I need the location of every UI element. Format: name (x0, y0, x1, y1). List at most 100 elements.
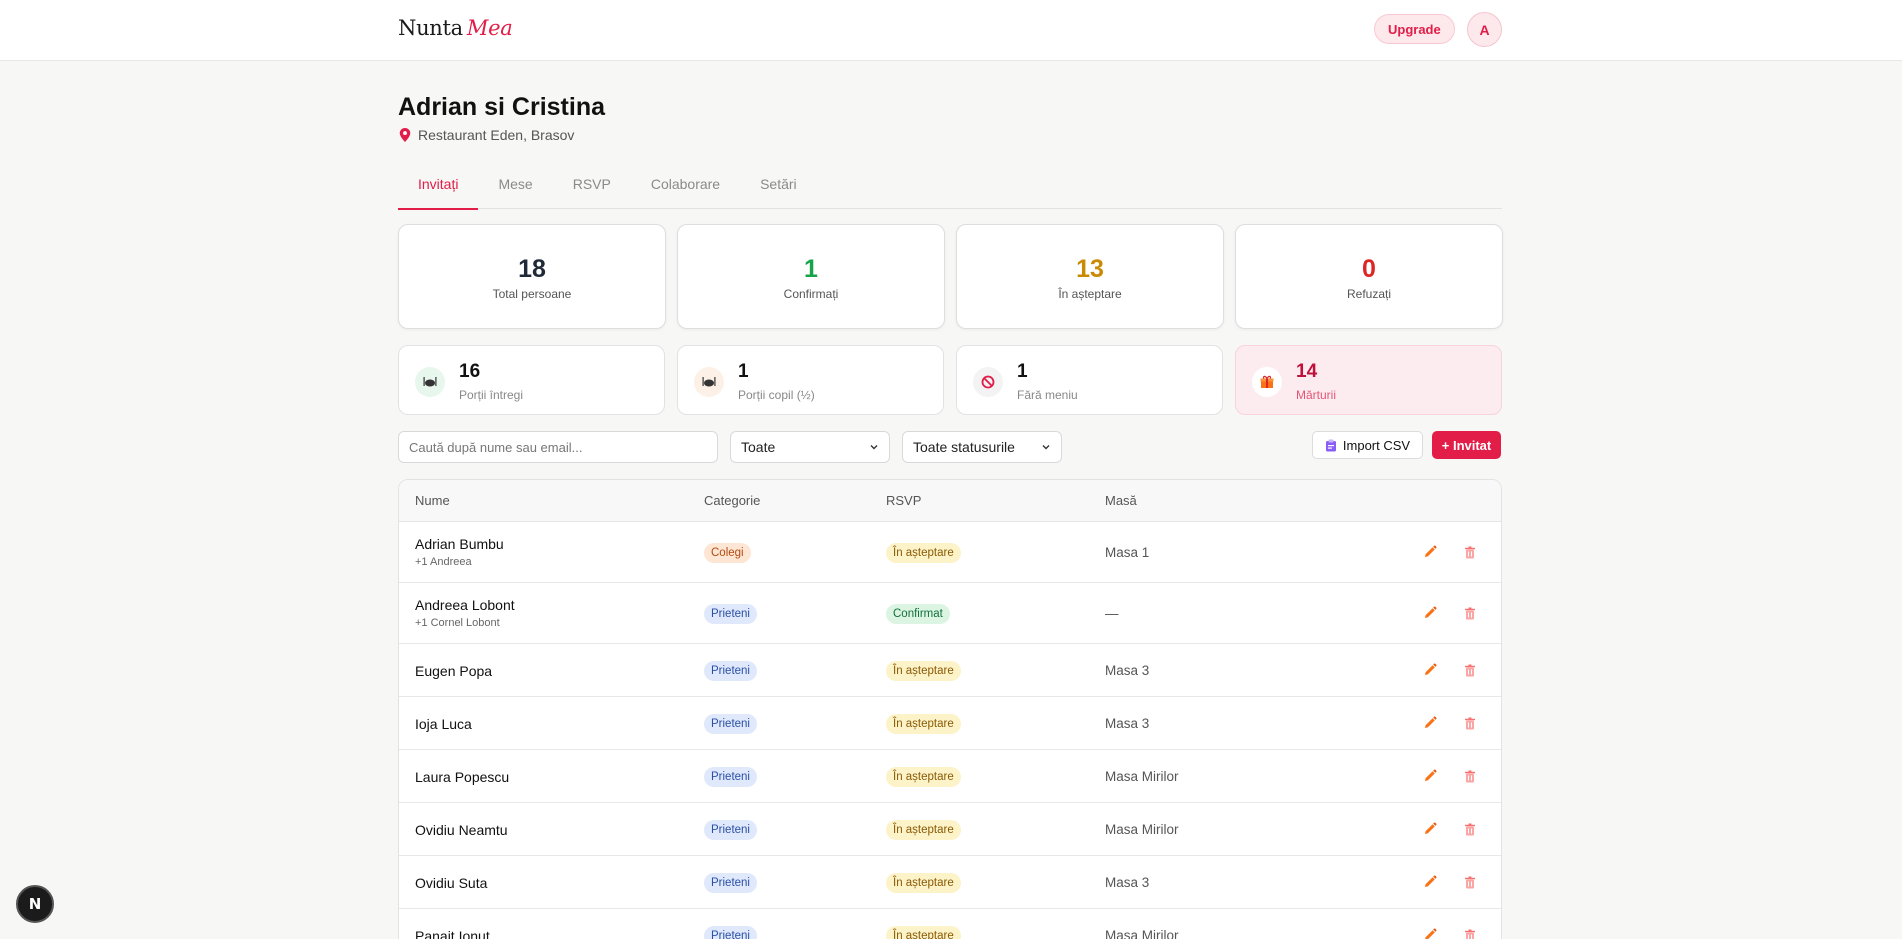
stat-pending: 13 În așteptare (956, 224, 1224, 329)
portions-full-card: 16 Porții întregi (398, 345, 665, 415)
rsvp-status-badge: În așteptare (886, 660, 961, 681)
category-badge: Prieteni (704, 872, 757, 893)
table-row[interactable]: Ovidiu Neamtu Prieteni În așteptare Masa Mi… (399, 803, 1501, 856)
table-assignment: — (1105, 605, 1119, 621)
rsvp-status-badge: Confirmat (886, 603, 950, 624)
import-csv-button[interactable]: Import CSV (1312, 431, 1423, 459)
table-row[interactable]: Andreea Lobont +1 Cornel Lobont Prieteni Co… (399, 583, 1501, 644)
top-bar: Nunta Mea Upgrade A (0, 0, 1902, 61)
chevron-down-icon (1042, 445, 1050, 450)
table-assignment: Masa 1 (1105, 544, 1150, 560)
stat-value: 1 (804, 255, 818, 283)
next-dev-indicator[interactable]: N (16, 885, 54, 923)
edit-icon[interactable] (1423, 545, 1437, 559)
tab-rsvp[interactable]: RSVP (572, 176, 611, 192)
tab-bar: Invitați Mese RSVP Colaborare Setări (398, 172, 1502, 210)
no-menu-label: Fără meniu (1017, 388, 1078, 402)
logo-main: Nunta (398, 16, 463, 40)
stat-label: Confirmați (783, 287, 839, 301)
portions-full-value: 16 (459, 361, 481, 382)
edit-icon[interactable] (1423, 769, 1437, 783)
guest-plus-one: +1 Cornel Lobont (415, 617, 500, 629)
search-input[interactable] (398, 431, 718, 463)
table-row[interactable]: Ovidiu Suta Prieteni În așteptare Masa 3 (399, 856, 1501, 909)
rsvp-status-badge: În așteptare (886, 925, 961, 939)
stat-value: 0 (1362, 255, 1376, 283)
chevron-down-icon (870, 445, 878, 450)
header-table: Masă (1105, 493, 1137, 508)
edit-icon[interactable] (1423, 875, 1437, 889)
trash-icon[interactable] (1464, 823, 1476, 836)
add-guest-button[interactable]: + Invitat (1432, 431, 1501, 459)
app-logo[interactable]: Nunta Mea (398, 16, 513, 40)
trash-icon[interactable] (1464, 770, 1476, 783)
trash-icon[interactable] (1464, 546, 1476, 559)
stat-declined: 0 Refuzați (1235, 224, 1503, 329)
category-badge: Prieteni (704, 766, 757, 787)
favors-label: Mărturii (1296, 388, 1337, 402)
tab-setari[interactable]: Setări (760, 176, 797, 192)
stat-confirmed: 1 Confirmați (677, 224, 945, 329)
status-select[interactable]: Toate statusurile (902, 431, 1062, 463)
plate-icon (415, 367, 445, 397)
table-row[interactable]: Laura Popescu Prieteni În așteptare Masa Mi… (399, 750, 1501, 803)
favors-card: 14 Mărturii (1235, 345, 1502, 415)
table-body: Adrian Bumbu +1 Andreea Colegi În așteptare… (399, 522, 1501, 939)
map-pin-icon (399, 128, 411, 142)
trash-icon[interactable] (1464, 717, 1476, 730)
import-csv-label: Import CSV (1342, 437, 1411, 453)
edit-icon[interactable] (1423, 663, 1437, 677)
rsvp-status-badge: În așteptare (886, 872, 961, 893)
guest-plus-one: +1 Andreea (415, 556, 472, 568)
location-text: Restaurant Eden, Brasov (418, 127, 575, 143)
upgrade-button[interactable]: Upgrade (1374, 14, 1455, 44)
no-menu-card: 1 Fără meniu (956, 345, 1223, 415)
guest-name: Andreea Lobont (415, 597, 515, 613)
trash-icon[interactable] (1464, 876, 1476, 889)
category-badge: Colegi (704, 542, 751, 563)
portions-child-card: 1 Porții copil (½) (677, 345, 944, 415)
edit-icon[interactable] (1423, 716, 1437, 730)
avatar[interactable]: A (1467, 12, 1502, 47)
edit-icon[interactable] (1423, 928, 1437, 939)
header-name: Nume (415, 493, 450, 508)
category-badge: Prieteni (704, 819, 757, 840)
category-badge: Prieteni (704, 925, 757, 939)
table-row[interactable]: Eugen Popa Prieteni În așteptare Masa 3 (399, 644, 1501, 697)
trash-icon[interactable] (1464, 664, 1476, 677)
rsvp-status-badge: În așteptare (886, 766, 961, 787)
stat-value: 13 (1076, 255, 1104, 283)
favors-value: 14 (1296, 361, 1318, 382)
guest-name: Panait Ionut (415, 927, 490, 939)
table-assignment: Masa Mirilor (1105, 768, 1179, 784)
category-select[interactable]: Toate (730, 431, 890, 463)
trash-icon[interactable] (1464, 929, 1476, 939)
table-assignment: Masa 3 (1105, 662, 1150, 678)
status-select-value: Toate statusurile (913, 439, 1015, 455)
stat-label: Total persoane (492, 287, 572, 301)
table-row[interactable]: Panait Ionut Prieteni În așteptare Masa Mir… (399, 909, 1501, 939)
gift-icon (1252, 367, 1282, 397)
plate-icon (694, 367, 724, 397)
tab-colaborare[interactable]: Colaborare (650, 176, 721, 192)
stat-value: 18 (518, 255, 546, 283)
table-assignment: Masa 3 (1105, 874, 1150, 890)
edit-icon[interactable] (1423, 822, 1437, 836)
table-row[interactable]: Ioja Luca Prieteni În așteptare Masa 3 (399, 697, 1501, 750)
table-header: Nume Categorie RSVP Masă (399, 480, 1501, 522)
tab-invitati[interactable]: Invitați (398, 172, 479, 210)
category-select-value: Toate (741, 439, 776, 455)
portions-full-label: Porții întregi (459, 388, 524, 402)
header-rsvp: RSVP (886, 493, 922, 508)
guest-name: Adrian Bumbu (415, 536, 504, 552)
page-title: Adrian si Cristina (398, 93, 605, 121)
guest-name: Ioja Luca (415, 715, 472, 732)
no-menu-value: 1 (1017, 361, 1028, 382)
trash-icon[interactable] (1464, 607, 1476, 620)
table-assignment: Masa 3 (1105, 715, 1150, 731)
edit-icon[interactable] (1423, 606, 1437, 620)
guest-name: Laura Popescu (415, 768, 510, 785)
no-entry-icon (973, 367, 1003, 397)
table-row[interactable]: Adrian Bumbu +1 Andreea Colegi În așteptare… (399, 522, 1501, 583)
tab-mese[interactable]: Mese (498, 176, 533, 192)
